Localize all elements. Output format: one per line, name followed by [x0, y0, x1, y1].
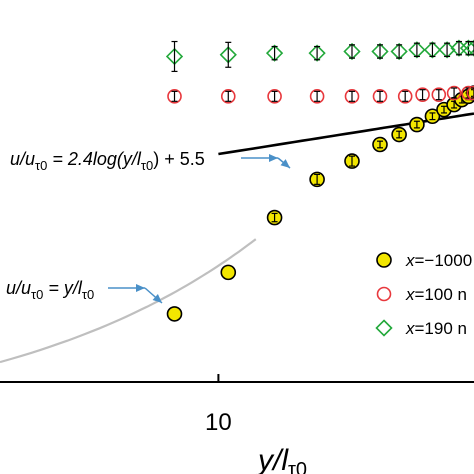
- legend-label: x=100 n: [405, 285, 467, 304]
- legend-entry: x=−1000: [376, 251, 472, 270]
- x-tick-label: 10: [205, 409, 232, 436]
- log-law-label-part: ) + 5.5: [153, 149, 205, 169]
- legend-label-var: x: [405, 251, 415, 270]
- linear-law-arrow-shaft-a-head: [136, 284, 145, 292]
- log-law-arrow-shaft-a: [241, 154, 278, 162]
- legend-marker: [375, 319, 393, 337]
- linear-law-label-part: = y/l: [43, 278, 83, 298]
- data-point: [372, 89, 388, 104]
- data-point: [343, 42, 361, 61]
- x-axis-label: y/lτ0: [256, 444, 307, 474]
- data-point: [309, 89, 325, 104]
- data-point: [267, 89, 282, 104]
- legend-marker-shape: [376, 252, 392, 268]
- log-law-label-subscript: τ0: [35, 158, 47, 173]
- data-point: [308, 44, 326, 62]
- log-law-label-subscript: τ0: [141, 158, 153, 173]
- log-law-label-part: u/u: [10, 149, 35, 169]
- x-axis-label-sub: τ0: [288, 459, 307, 474]
- data-point: [461, 85, 474, 101]
- series-0: [166, 85, 474, 322]
- legend-label-text: =190 n: [415, 319, 467, 338]
- x-axis: 10 y/lτ0: [0, 374, 474, 474]
- legend-label: x=190 n: [405, 319, 467, 338]
- log-law-label-part: = 2.4log(y/l: [47, 149, 142, 169]
- linear-law-arrow-head: [152, 294, 162, 303]
- linear-law-label: u/uτ0 = y/lτ0: [6, 278, 94, 302]
- legend-label-text: =100 n: [415, 285, 467, 304]
- data-point: [446, 85, 462, 101]
- annotations: u/uτ0 = 2.4log(y/lτ0) + 5.5u/uτ0 = y/lτ0: [6, 149, 291, 304]
- data-point: [371, 42, 389, 61]
- data-point: [397, 89, 413, 104]
- data-point-shape: [220, 264, 237, 281]
- data-point: [220, 89, 236, 104]
- log-law-arrow-head: [280, 159, 290, 168]
- plot-area: [0, 39, 474, 364]
- legend-entry: x=190 n: [375, 319, 467, 338]
- series-2: [165, 39, 474, 73]
- data-point: [166, 306, 183, 322]
- legend-entry: x=100 n: [376, 285, 467, 304]
- data-point: [390, 42, 408, 61]
- linear-law-arrow-shaft-a: [108, 284, 145, 292]
- legend-label-var: x: [405, 319, 415, 338]
- data-point-shape: [166, 306, 183, 322]
- data-point: [431, 87, 447, 102]
- data-point: [466, 85, 474, 101]
- legend-marker: [376, 252, 392, 268]
- linear-law-label-subscript: τ0: [82, 287, 94, 302]
- legend-label-var: x: [405, 285, 415, 304]
- x-axis-label-main: y/l: [256, 444, 289, 474]
- linear-law-label-part: u/u: [6, 278, 31, 298]
- log-law-label: u/uτ0 = 2.4log(y/lτ0) + 5.5: [10, 149, 205, 173]
- legend-label: x=−1000: [405, 251, 472, 270]
- log-law-line: [218, 112, 474, 156]
- legend-marker: [376, 286, 392, 302]
- data-point: [167, 89, 182, 104]
- data-point: [423, 41, 442, 59]
- data-point: [465, 39, 474, 57]
- log-law-arrow-shaft-a-head: [269, 154, 278, 162]
- data-point: [408, 41, 426, 59]
- linear-law-arrow: [144, 287, 163, 304]
- data-point: [265, 44, 284, 62]
- series-1: [167, 85, 474, 104]
- log-law-arrow: [277, 157, 291, 169]
- linear-law-label-subscript: τ0: [31, 287, 43, 302]
- data-point: [415, 87, 430, 102]
- data-point: [344, 89, 360, 104]
- legend-label-text: =−1000: [415, 251, 473, 270]
- data-point: [220, 264, 237, 281]
